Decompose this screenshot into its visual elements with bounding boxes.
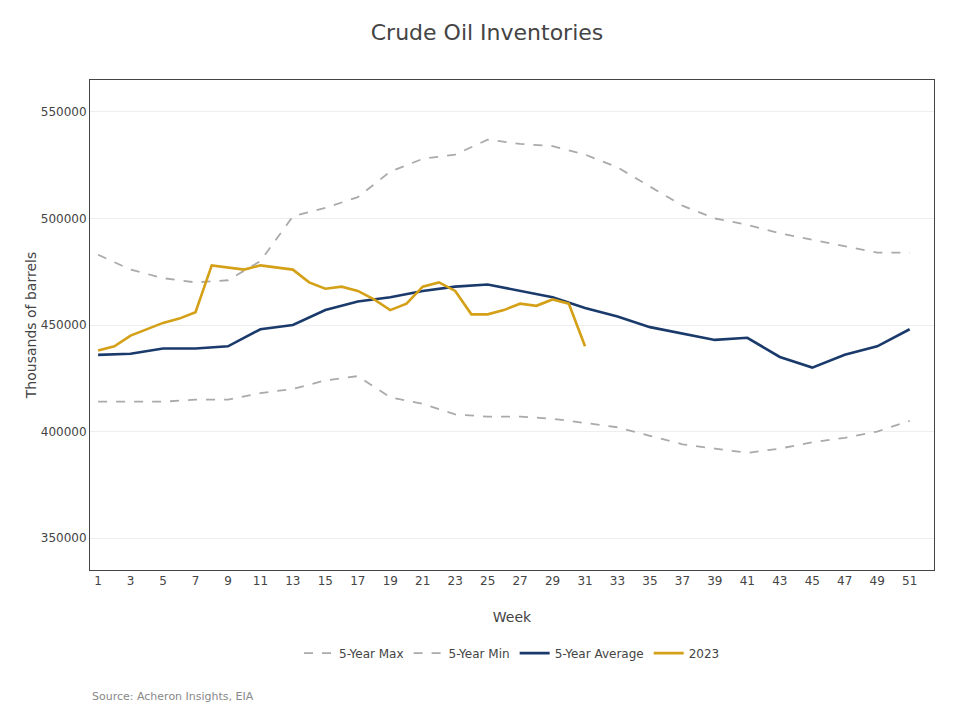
svg-text:350000: 350000 (41, 531, 87, 545)
svg-text:Thousands of barrels: Thousands of barrels (23, 252, 39, 399)
svg-text:19: 19 (383, 574, 398, 588)
svg-text:7: 7 (192, 574, 200, 588)
svg-text:500000: 500000 (41, 212, 87, 226)
svg-text:37: 37 (675, 574, 690, 588)
svg-text:23: 23 (448, 574, 463, 588)
svg-text:Crude Oil Inventories: Crude Oil Inventories (371, 20, 604, 45)
svg-text:41: 41 (740, 574, 755, 588)
svg-text:13: 13 (285, 574, 300, 588)
svg-text:29: 29 (545, 574, 560, 588)
svg-text:1: 1 (94, 574, 102, 588)
svg-text:45: 45 (805, 574, 820, 588)
svg-text:27: 27 (512, 574, 527, 588)
svg-text:5-Year Max: 5-Year Max (339, 647, 404, 661)
svg-text:17: 17 (350, 574, 365, 588)
svg-text:450000: 450000 (41, 318, 87, 332)
svg-text:21: 21 (415, 574, 430, 588)
svg-text:5-Year Average: 5-Year Average (555, 647, 644, 661)
svg-text:Source: Acheron Insights, EIA: Source: Acheron Insights, EIA (92, 690, 254, 703)
svg-text:39: 39 (707, 574, 722, 588)
svg-text:25: 25 (480, 574, 495, 588)
svg-text:49: 49 (870, 574, 885, 588)
svg-text:31: 31 (577, 574, 592, 588)
svg-text:15: 15 (318, 574, 333, 588)
svg-text:9: 9 (224, 574, 232, 588)
svg-text:11: 11 (253, 574, 268, 588)
svg-text:51: 51 (902, 574, 917, 588)
svg-text:2023: 2023 (689, 647, 720, 661)
svg-text:35: 35 (642, 574, 657, 588)
svg-text:5: 5 (159, 574, 167, 588)
svg-text:Week: Week (493, 609, 532, 625)
svg-text:400000: 400000 (41, 425, 87, 439)
svg-text:47: 47 (837, 574, 852, 588)
svg-text:33: 33 (610, 574, 625, 588)
svg-text:5-Year Min: 5-Year Min (449, 647, 510, 661)
svg-text:3: 3 (127, 574, 135, 588)
svg-text:550000: 550000 (41, 105, 87, 119)
svg-text:43: 43 (772, 574, 787, 588)
